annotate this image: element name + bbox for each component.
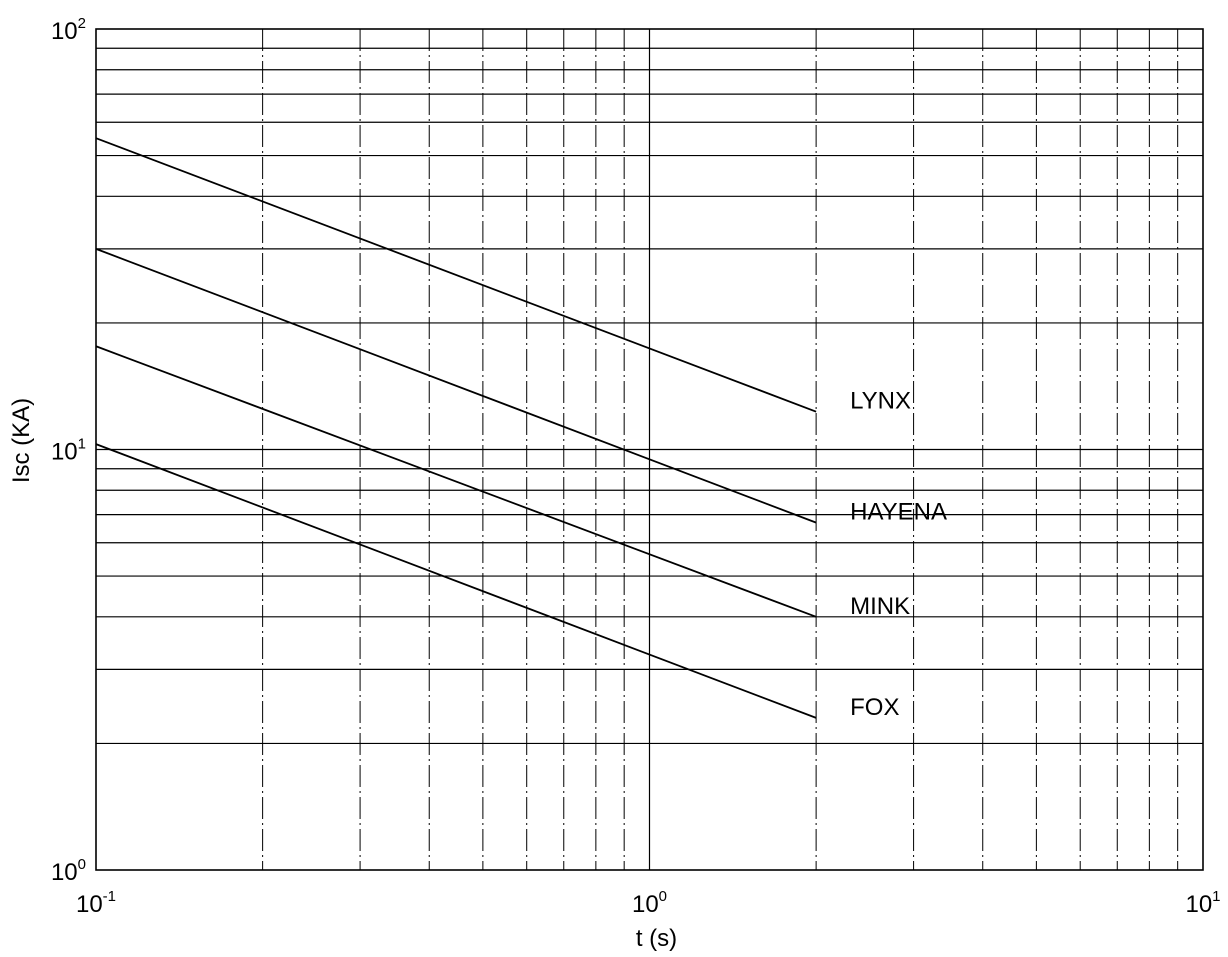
series-layer: LYNX HAYENA MINK FOX: [95, 137, 947, 721]
grid: [96, 29, 1203, 870]
series-line-lynx: [95, 137, 817, 413]
y-tick-label-exponent: 2: [78, 15, 86, 32]
y-tick-label-base: 10: [51, 18, 78, 45]
x-tick-label-base: 10: [1185, 891, 1212, 918]
y-tick-label: 102: [51, 15, 86, 45]
y-tick-label-base: 10: [51, 859, 78, 886]
series-line-mink: [95, 345, 817, 618]
x-tick-labels: 10-1 100 101: [76, 888, 1221, 918]
series-label-lynx: LYNX: [850, 388, 911, 415]
y-tick-label-exponent: 0: [78, 856, 86, 873]
y-tick-label-base: 10: [51, 439, 78, 466]
series-label-mink: MINK: [850, 593, 910, 620]
series-line-fox: [95, 443, 817, 719]
x-tick-label-base: 10: [632, 891, 659, 918]
x-tick-label-exponent: 0: [659, 888, 667, 905]
y-tick-label: 101: [51, 436, 86, 466]
x-tick-label: 100: [632, 888, 667, 918]
x-tick-label: 10-1: [76, 888, 116, 918]
x-tick-label-base: 10: [76, 891, 103, 918]
y-tick-label-exponent: 1: [78, 436, 86, 453]
x-tick-label-exponent: -1: [103, 888, 116, 905]
y-tick-label: 100: [51, 856, 86, 886]
plot-frame: [95, 28, 1204, 871]
y-axis-label: Isc (KA): [8, 398, 35, 483]
x-axis-label: t (s): [636, 925, 677, 952]
series-line-hayena: [95, 248, 817, 524]
series-label-fox: FOX: [850, 694, 899, 721]
x-tick-label: 101: [1185, 888, 1220, 918]
x-tick-label-exponent: 1: [1212, 888, 1220, 905]
series-label-hayena: HAYENA: [850, 499, 947, 526]
